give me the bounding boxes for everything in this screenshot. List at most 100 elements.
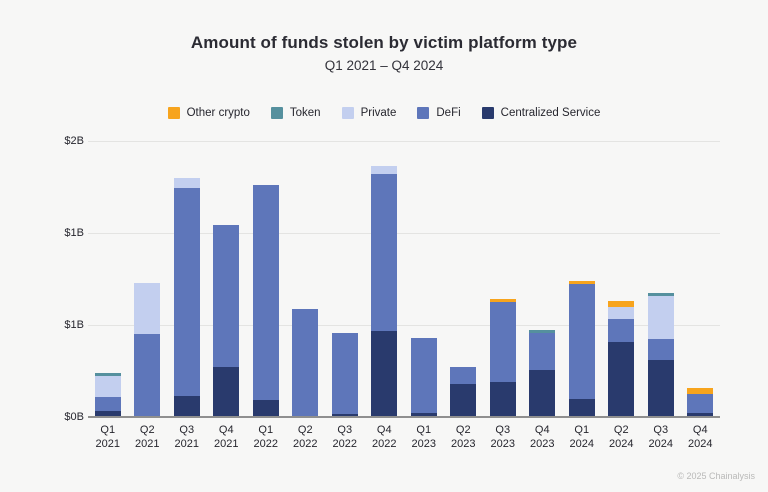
gridline xyxy=(88,141,720,142)
y-tick-label: $0B xyxy=(64,411,84,423)
bar-q3-2021 xyxy=(173,178,200,417)
x-tick-label: Q1 2023 xyxy=(411,424,436,450)
x-tick-label: Q3 2024 xyxy=(648,424,673,450)
bar-segment-defi xyxy=(647,339,674,360)
bar-segment-private xyxy=(647,296,674,339)
bar-segment-private xyxy=(94,376,121,397)
bar-slot-q1-2022 xyxy=(246,141,286,417)
bar-q4-2024 xyxy=(687,388,714,417)
bar-group xyxy=(88,141,720,417)
copyright-credit: © 2025 Chainalysis xyxy=(677,471,755,481)
bar-segment-token xyxy=(94,373,121,376)
bar-q4-2021 xyxy=(213,225,240,417)
legend-swatch-icon xyxy=(270,107,283,119)
legend: Other crypto Token Private DeFi Centralized … xyxy=(0,107,768,119)
bar-slot-q4-2024 xyxy=(681,141,721,417)
x-tick-label: Q2 2023 xyxy=(451,424,476,450)
bar-segment-defi xyxy=(173,188,200,396)
bar-q1-2022 xyxy=(252,185,279,417)
bar-segment-centralized-service xyxy=(94,411,121,417)
bar-segment-token xyxy=(647,293,674,296)
bar-segment-defi xyxy=(94,397,121,411)
x-tick-label: Q1 2024 xyxy=(569,424,594,450)
bar-slot-q4-2023 xyxy=(523,141,563,417)
bar-slot-q1-2023 xyxy=(404,141,444,417)
x-tick-label: Q4 2024 xyxy=(688,424,713,450)
bar-slot-q1-2024 xyxy=(562,141,602,417)
bar-q2-2022 xyxy=(292,309,319,417)
legend-item-private: Private xyxy=(341,107,397,119)
bar-slot-q2-2022 xyxy=(286,141,326,417)
x-tick-label: Q4 2021 xyxy=(214,424,239,450)
x-tick-label: Q3 2023 xyxy=(490,424,515,450)
bar-segment-defi xyxy=(213,225,240,367)
legend-item-other-crypto: Other crypto xyxy=(167,107,250,119)
bar-segment-centralized-service xyxy=(687,413,714,417)
legend-swatch-icon xyxy=(167,107,180,119)
bar-segment-other-crypto xyxy=(608,301,635,307)
legend-label: Private xyxy=(360,107,397,119)
legend-item-centralized-service: Centralized Service xyxy=(481,107,601,119)
y-axis-labels: $2B $1B $1B $0B xyxy=(42,135,84,423)
x-tick-label: Q2 2022 xyxy=(293,424,318,450)
y-tick-label: $2B xyxy=(64,135,84,147)
bar-segment-private xyxy=(173,178,200,188)
bar-segment-defi xyxy=(371,174,398,331)
x-tick-label: Q2 2021 xyxy=(135,424,160,450)
bar-segment-defi xyxy=(687,394,714,413)
bar-q1-2023 xyxy=(410,338,437,417)
gridline xyxy=(88,324,720,326)
bar-q4-2022 xyxy=(371,166,398,417)
bar-segment-private xyxy=(608,307,635,319)
bar-segment-other-crypto xyxy=(568,281,595,284)
bar-segment-private xyxy=(134,283,161,334)
bar-segment-centralized-service xyxy=(608,342,635,417)
legend-label: Centralized Service xyxy=(500,107,601,119)
bar-segment-defi xyxy=(252,185,279,400)
bar-slot-q1-2021 xyxy=(88,141,128,417)
bar-slot-q2-2021 xyxy=(128,141,168,417)
plot-area xyxy=(88,141,720,418)
bar-segment-defi xyxy=(134,334,161,417)
bar-slot-q4-2022 xyxy=(365,141,405,417)
legend-swatch-icon xyxy=(341,107,354,119)
bar-segment-centralized-service xyxy=(252,400,279,417)
bar-segment-centralized-service xyxy=(173,396,200,417)
x-axis-line xyxy=(88,416,720,418)
bar-q3-2023 xyxy=(489,299,516,417)
chart-subtitle: Q1 2021 – Q4 2024 xyxy=(324,58,444,73)
bar-segment-defi xyxy=(489,302,516,382)
bar-segment-defi xyxy=(450,367,477,384)
bar-q1-2021 xyxy=(94,373,121,417)
bar-q3-2024 xyxy=(647,293,674,417)
bar-segment-centralized-service xyxy=(213,367,240,417)
bar-slot-q4-2021 xyxy=(207,141,247,417)
bar-segment-defi xyxy=(608,319,635,342)
x-axis-labels: Q1 2021 Q2 2021 Q3 2021 Q4 2021 Q1 2022 Q2 2022 Q3 20… xyxy=(88,423,720,451)
legend-swatch-icon xyxy=(481,107,494,119)
legend-swatch-icon xyxy=(417,107,430,119)
x-tick-label: Q1 2022 xyxy=(253,424,278,450)
bar-slot-q3-2023 xyxy=(483,141,523,417)
bar-q1-2024 xyxy=(568,281,595,417)
bar-segment-private xyxy=(371,166,398,174)
legend-label: Token xyxy=(289,107,321,119)
bar-q2-2023 xyxy=(450,367,477,417)
bar-segment-token xyxy=(529,330,556,333)
chart-title: Amount of funds stolen by victim platfor… xyxy=(190,33,578,52)
bar-slot-q2-2023 xyxy=(444,141,484,417)
bar-slot-q2-2024 xyxy=(602,141,642,417)
legend-label: Other crypto xyxy=(186,107,250,119)
x-tick-label: Q4 2022 xyxy=(372,424,397,450)
bar-segment-defi xyxy=(529,333,556,370)
bar-segment-centralized-service xyxy=(331,414,358,417)
bar-segment-defi xyxy=(292,309,319,417)
x-tick-label: Q3 2021 xyxy=(174,424,199,450)
bar-segment-centralized-service xyxy=(371,331,398,417)
x-tick-label: Q2 2024 xyxy=(609,424,634,450)
bar-segment-centralized-service xyxy=(450,384,477,417)
bar-slot-q3-2022 xyxy=(325,141,365,417)
gridline xyxy=(88,233,720,234)
y-tick-label: $1B xyxy=(64,227,84,239)
